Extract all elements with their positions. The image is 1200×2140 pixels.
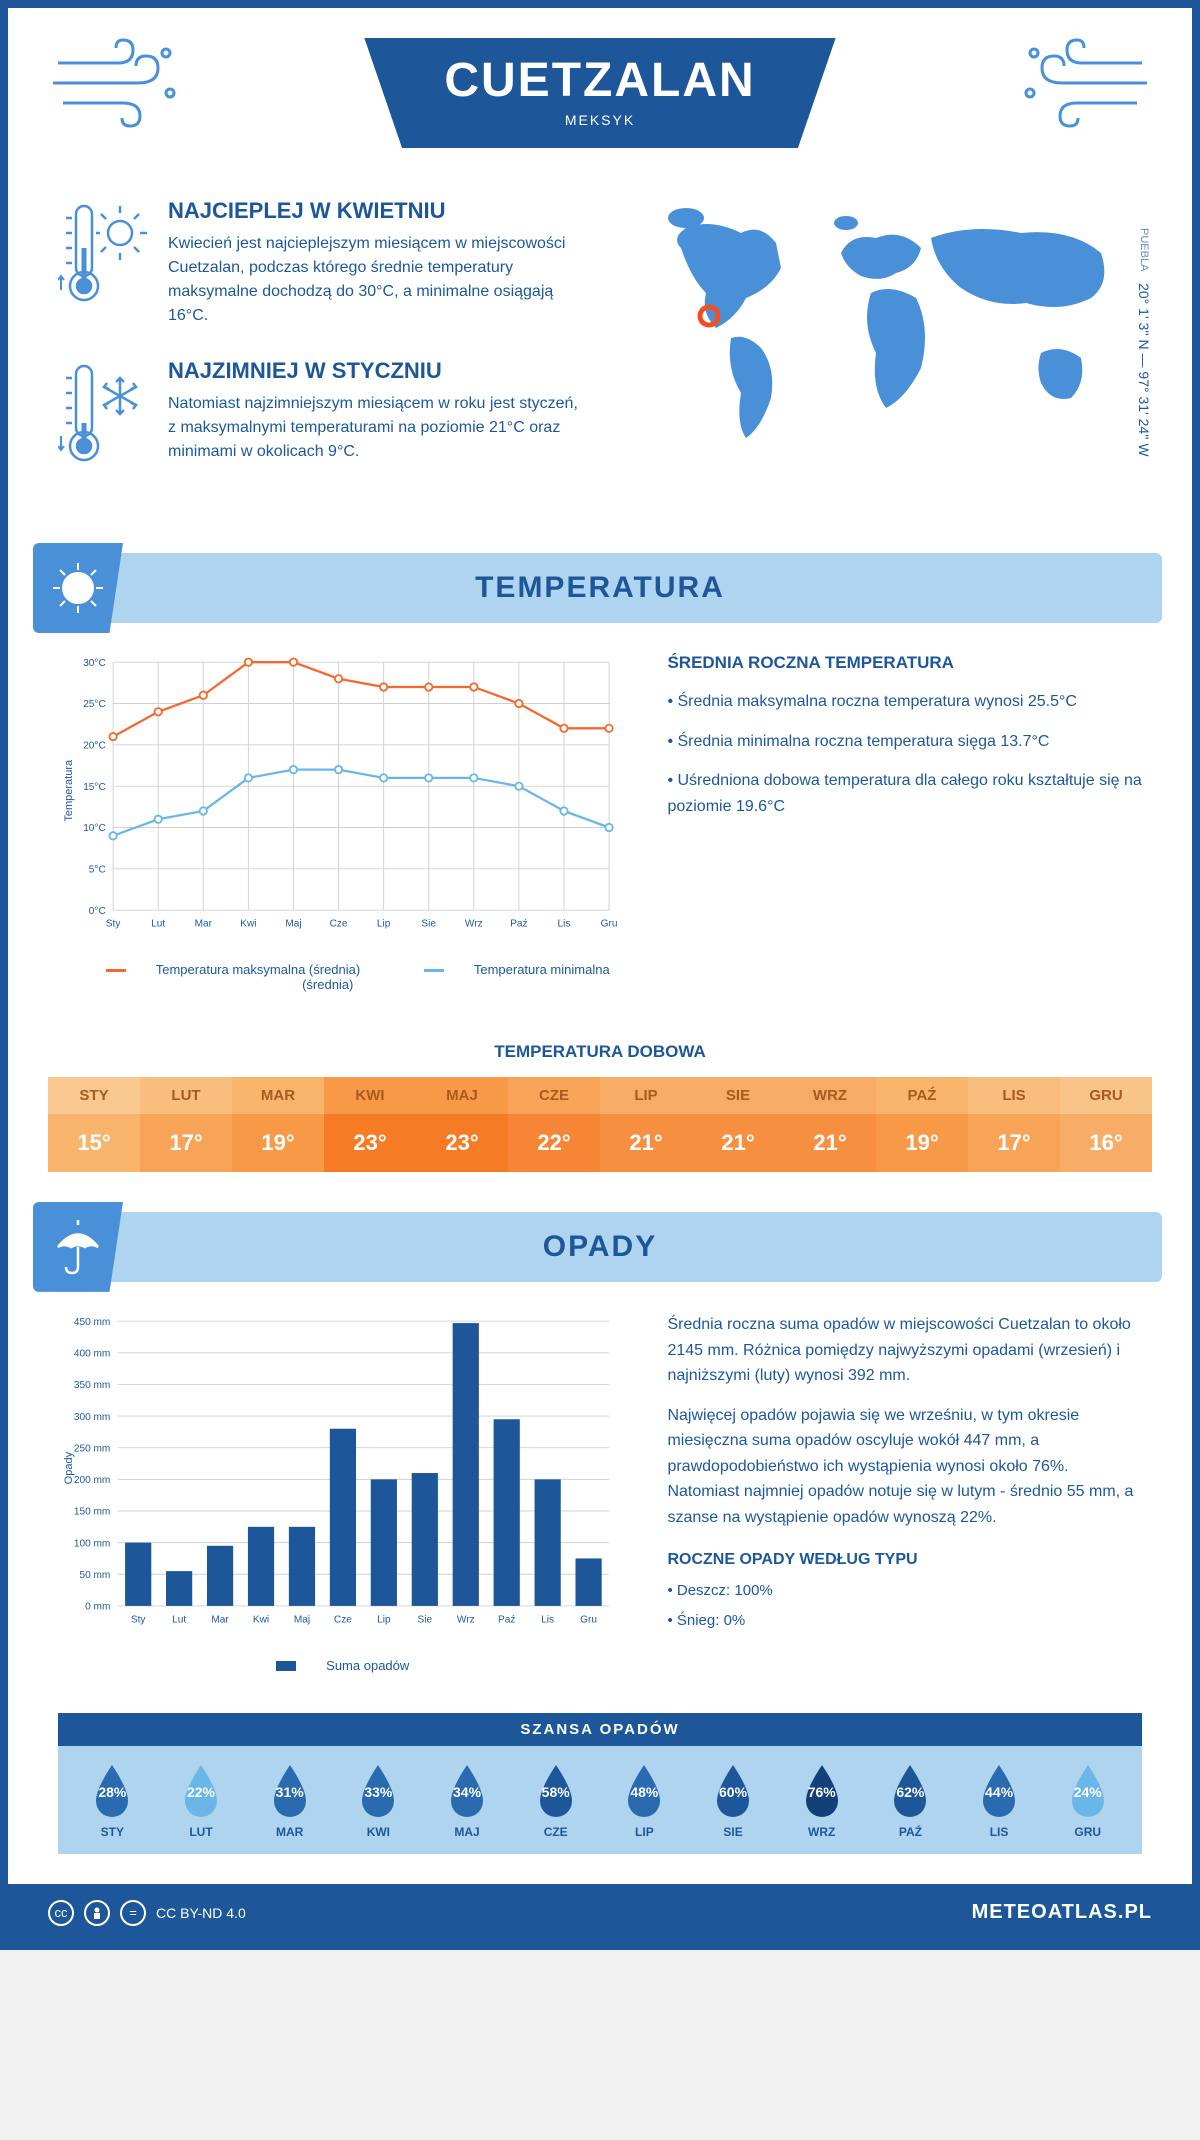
city-name: CUETZALAN bbox=[444, 53, 755, 108]
svg-text:Opady: Opady bbox=[63, 1451, 75, 1484]
svg-text:30°C: 30°C bbox=[83, 658, 106, 669]
svg-text:300 mm: 300 mm bbox=[74, 1412, 110, 1423]
umbrella-icon bbox=[33, 1202, 123, 1292]
svg-text:Paź: Paź bbox=[498, 1614, 515, 1625]
warmest-title: NAJCIEPLEJ W KWIETNIU bbox=[168, 198, 580, 224]
svg-text:0°C: 0°C bbox=[89, 906, 106, 917]
svg-text:Maj: Maj bbox=[294, 1614, 310, 1625]
svg-text:Lut: Lut bbox=[151, 919, 165, 930]
svg-text:Mar: Mar bbox=[211, 1614, 229, 1625]
svg-text:Lis: Lis bbox=[558, 919, 571, 930]
svg-text:Lut: Lut bbox=[172, 1614, 186, 1625]
svg-text:150 mm: 150 mm bbox=[74, 1507, 110, 1518]
country-name: MEKSYK bbox=[444, 112, 755, 128]
svg-text:Kwi: Kwi bbox=[253, 1614, 269, 1625]
svg-text:Kwi: Kwi bbox=[240, 919, 256, 930]
svg-text:250 mm: 250 mm bbox=[74, 1443, 110, 1454]
svg-text:100 mm: 100 mm bbox=[74, 1538, 110, 1549]
precipitation-body: 0 mm 50 mm 100 mm 150 mm 200 mm 250 mm 300 mm 3… bbox=[8, 1312, 1192, 1693]
svg-text:Gru: Gru bbox=[601, 919, 618, 930]
svg-text:200 mm: 200 mm bbox=[74, 1475, 110, 1486]
svg-text:Wrz: Wrz bbox=[457, 1614, 475, 1625]
precipitation-bar-chart: 0 mm 50 mm 100 mm 150 mm 200 mm 250 mm 300 mm 3… bbox=[58, 1312, 627, 1673]
chart-legend: Temperatura maksymalna (średnia) Tempera… bbox=[58, 962, 627, 992]
svg-text:Mar: Mar bbox=[195, 919, 213, 930]
thermometer-sun-icon bbox=[58, 198, 148, 328]
title-banner: CUETZALAN MEKSYK bbox=[364, 38, 835, 148]
coldest-text: Natomiast najzimniejszym miesiącem w rok… bbox=[168, 392, 580, 464]
svg-text:Sie: Sie bbox=[418, 1614, 433, 1625]
coordinates: PUEBLA 20° 1' 3'' N — 97° 31' 24'' W bbox=[1136, 228, 1152, 457]
precipitation-chance: SZANSA OPADÓW 28%STY22%LUT31%MAR33%KWI34… bbox=[58, 1713, 1142, 1854]
thermometer-snow-icon bbox=[58, 358, 148, 473]
svg-text:25°C: 25°C bbox=[83, 699, 106, 710]
svg-text:Temperatura: Temperatura bbox=[63, 759, 75, 822]
license: cc = CC BY-ND 4.0 bbox=[48, 1900, 246, 1926]
svg-text:Cze: Cze bbox=[330, 919, 348, 930]
svg-text:Maj: Maj bbox=[285, 919, 301, 930]
temperature-section-header: TEMPERATURA bbox=[38, 553, 1162, 623]
warmest-fact: NAJCIEPLEJ W KWIETNIU Kwiecień jest najc… bbox=[58, 198, 580, 328]
svg-text:20°C: 20°C bbox=[83, 741, 106, 752]
svg-text:Paź: Paź bbox=[510, 919, 527, 930]
svg-text:400 mm: 400 mm bbox=[74, 1348, 110, 1359]
svg-text:Wrz: Wrz bbox=[465, 919, 483, 930]
svg-text:Cze: Cze bbox=[334, 1614, 352, 1625]
svg-text:Gru: Gru bbox=[580, 1614, 597, 1625]
precipitation-summary: Średnia roczna suma opadów w miejscowośc… bbox=[667, 1312, 1142, 1673]
bar-legend: Suma opadów bbox=[58, 1658, 627, 1673]
svg-text:350 mm: 350 mm bbox=[74, 1380, 110, 1391]
coldest-fact: NAJZIMNIEJ W STYCZNIU Natomiast najzimni… bbox=[58, 358, 580, 473]
infographic-page: CUETZALAN MEKSYK bbox=[0, 0, 1200, 1950]
footer: cc = CC BY-ND 4.0 METEOATLAS.PL bbox=[8, 1884, 1192, 1942]
svg-text:5°C: 5°C bbox=[89, 865, 106, 876]
svg-text:Sty: Sty bbox=[106, 919, 122, 930]
svg-text:15°C: 15°C bbox=[83, 782, 106, 793]
brand: METEOATLAS.PL bbox=[972, 1901, 1152, 1924]
wind-icon bbox=[1022, 38, 1152, 133]
precip-by-type: ROCZNE OPADY WEDŁUG TYPU • Deszcz: 100% … bbox=[667, 1551, 1142, 1633]
precipitation-section-header: OPADY bbox=[38, 1212, 1162, 1282]
header: CUETZALAN MEKSYK bbox=[8, 8, 1192, 168]
warmest-text: Kwiecień jest najcieplejszym miesiącem w… bbox=[168, 232, 580, 328]
cc-icon: cc bbox=[48, 1900, 74, 1926]
svg-text:50 mm: 50 mm bbox=[80, 1570, 111, 1581]
svg-text:Lip: Lip bbox=[377, 1614, 391, 1625]
temperature-line-chart: 0°C 5°C 10°C 15°C 20°C 25°C 30°C Sty Lut Mar Kwi Ma… bbox=[58, 653, 627, 992]
svg-text:Sie: Sie bbox=[421, 919, 436, 930]
daily-temp-table: STY15°LUT17°MAR19°KWI23°MAJ23°CZE22°LIP2… bbox=[48, 1077, 1152, 1172]
by-icon bbox=[84, 1900, 110, 1926]
svg-text:10°C: 10°C bbox=[83, 823, 106, 834]
world-map: PUEBLA 20° 1' 3'' N — 97° 31' 24'' W bbox=[620, 198, 1142, 503]
sun-icon bbox=[33, 543, 123, 633]
svg-text:0 mm: 0 mm bbox=[85, 1601, 110, 1612]
svg-text:Lis: Lis bbox=[541, 1614, 554, 1625]
svg-text:450 mm: 450 mm bbox=[74, 1317, 110, 1328]
daily-temp-title: TEMPERATURA DOBOWA bbox=[8, 1042, 1192, 1062]
svg-text:Sty: Sty bbox=[131, 1614, 147, 1625]
temperature-body: 0°C 5°C 10°C 15°C 20°C 25°C 30°C Sty Lut Mar Kwi Ma… bbox=[8, 653, 1192, 1022]
wind-icon bbox=[48, 38, 178, 133]
nd-icon: = bbox=[120, 1900, 146, 1926]
svg-text:Lip: Lip bbox=[377, 919, 391, 930]
coldest-title: NAJZIMNIEJ W STYCZNIU bbox=[168, 358, 580, 384]
temperature-summary: ŚREDNIA ROCZNA TEMPERATURA • Średnia mak… bbox=[667, 653, 1142, 992]
intro-section: NAJCIEPLEJ W KWIETNIU Kwiecień jest najc… bbox=[8, 168, 1192, 533]
